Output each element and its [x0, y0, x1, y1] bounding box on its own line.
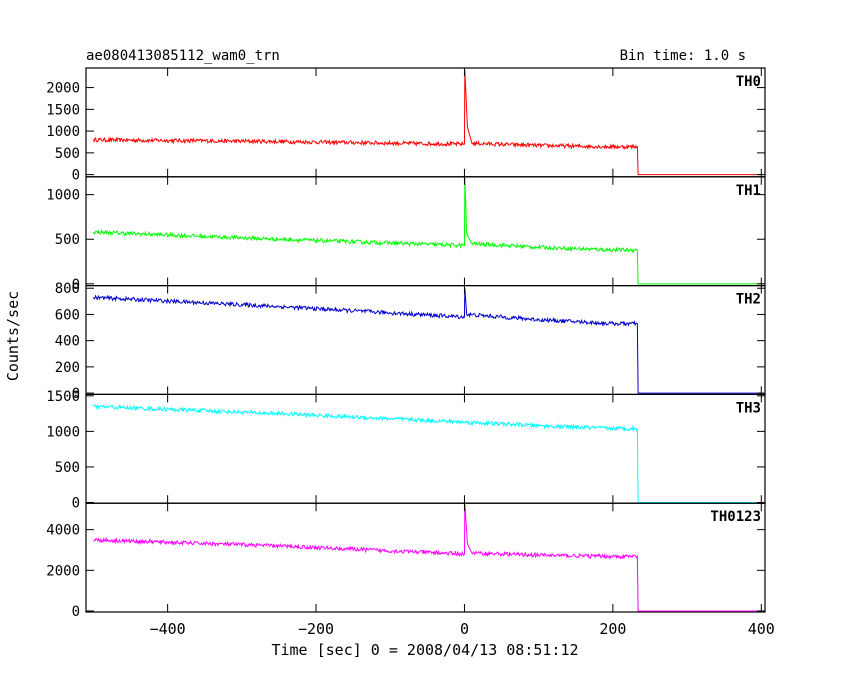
y-tick-label-th3: 1500 — [46, 389, 80, 405]
y-tick-label-th3: 500 — [55, 460, 80, 476]
y-tick-label-th1: 0 — [72, 277, 80, 293]
y-tick-label-th3: 1000 — [46, 424, 80, 440]
x-axis-label: Time [sec] 0 = 2008/04/13 08:51:12 — [271, 641, 578, 659]
y-tick-label-th3: 0 — [72, 495, 80, 511]
panel-frame-th1 — [85, 176, 766, 287]
series-line-th1 — [92, 176, 762, 285]
series-line-th0 — [92, 70, 762, 176]
y-tick-label-th0: 0 — [72, 168, 80, 184]
panel-label-th1: TH1 — [736, 183, 761, 199]
y-axis-label: Counts/sec — [4, 291, 22, 381]
bin-time-label: Bin time: 1.0 s — [620, 48, 746, 64]
chart-title: ae080413085112_wam0_trn — [86, 48, 280, 64]
y-tick-label-th2: 400 — [55, 334, 80, 350]
y-tick-label-th0: 500 — [55, 146, 80, 162]
y-tick-label-th0123: 2000 — [46, 563, 80, 579]
series-line-th2 — [92, 288, 762, 394]
x-tick-label: −200 — [298, 620, 334, 638]
panels: 0 500 1000 1500 2000 TH0 0 500 1000 TH1 0 200 400 600… — [46, 67, 766, 620]
x-tick-label: 200 — [599, 620, 626, 638]
series-line-th3 — [92, 403, 762, 503]
series-line-th0123 — [93, 503, 762, 612]
y-tick-label-th2: 600 — [55, 307, 80, 323]
y-tick-label-th0: 2000 — [46, 81, 80, 97]
panel-label-th0: TH0 — [736, 74, 761, 90]
y-tick-label-th1: 1000 — [46, 188, 80, 204]
y-tick-label-th0123: 4000 — [46, 523, 80, 539]
panel-label-th2: TH2 — [736, 292, 761, 308]
y-tick-label-th1: 500 — [55, 232, 80, 248]
y-tick-label-th2: 0 — [72, 386, 80, 402]
y-tick-label-th2: 800 — [55, 281, 80, 297]
panel-frame-th0123 — [85, 502, 766, 613]
y-tick-label-th2: 200 — [55, 360, 80, 376]
x-tick-labels: −400 −200 0 200 400 — [150, 620, 775, 638]
x-tick-label: 0 — [460, 620, 469, 638]
y-tick-label-th0123: 0 — [72, 604, 80, 620]
x-tick-label: 400 — [748, 620, 775, 638]
panel-label-th0123: TH0123 — [710, 509, 761, 525]
y-tick-label-th0: 1000 — [46, 124, 80, 140]
y-tick-label-th0: 1500 — [46, 102, 80, 118]
x-tick-label: −400 — [150, 620, 186, 638]
panel-frame-th0 — [85, 67, 766, 178]
panel-label-th3: TH3 — [736, 400, 761, 416]
